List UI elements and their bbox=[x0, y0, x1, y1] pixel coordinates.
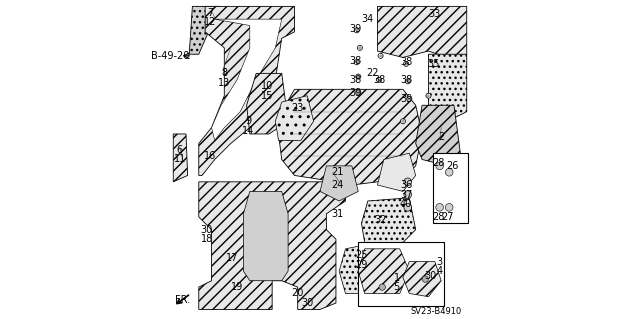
Text: 29: 29 bbox=[355, 260, 367, 270]
Text: 31: 31 bbox=[332, 209, 344, 219]
Text: 15: 15 bbox=[261, 91, 273, 101]
Text: FR.: FR. bbox=[175, 295, 190, 305]
Polygon shape bbox=[278, 89, 422, 185]
Text: 12: 12 bbox=[204, 17, 216, 27]
Circle shape bbox=[401, 119, 406, 124]
Circle shape bbox=[445, 168, 453, 176]
Text: 39: 39 bbox=[400, 94, 412, 104]
Polygon shape bbox=[358, 249, 410, 293]
Text: 32: 32 bbox=[374, 215, 387, 225]
Text: 27: 27 bbox=[442, 212, 454, 222]
Text: 9: 9 bbox=[245, 116, 252, 126]
Text: 17: 17 bbox=[226, 253, 239, 263]
Text: 38: 38 bbox=[349, 56, 361, 66]
Circle shape bbox=[356, 90, 361, 95]
Polygon shape bbox=[173, 134, 188, 182]
Text: 1: 1 bbox=[394, 272, 399, 283]
Text: 36: 36 bbox=[400, 180, 412, 190]
Text: 38: 38 bbox=[400, 57, 412, 67]
Text: 35: 35 bbox=[427, 59, 440, 69]
Text: 18: 18 bbox=[200, 234, 213, 244]
Polygon shape bbox=[339, 242, 384, 293]
Polygon shape bbox=[362, 198, 416, 242]
Polygon shape bbox=[199, 182, 346, 309]
Text: 33: 33 bbox=[429, 9, 441, 19]
Text: 26: 26 bbox=[446, 161, 459, 171]
Polygon shape bbox=[243, 191, 288, 281]
Text: 23: 23 bbox=[291, 103, 304, 114]
Polygon shape bbox=[378, 6, 467, 57]
Circle shape bbox=[404, 191, 412, 198]
Text: 24: 24 bbox=[332, 180, 344, 190]
Text: 5: 5 bbox=[394, 282, 400, 292]
Text: 7: 7 bbox=[207, 8, 213, 18]
Text: 22: 22 bbox=[366, 68, 379, 78]
Text: 37: 37 bbox=[400, 189, 412, 200]
Text: 40: 40 bbox=[400, 199, 412, 209]
Polygon shape bbox=[378, 153, 416, 191]
FancyBboxPatch shape bbox=[358, 242, 444, 306]
Text: 28: 28 bbox=[432, 212, 444, 222]
Polygon shape bbox=[320, 166, 358, 201]
Circle shape bbox=[376, 77, 381, 82]
Circle shape bbox=[404, 178, 412, 186]
Polygon shape bbox=[403, 262, 441, 297]
Polygon shape bbox=[246, 73, 288, 134]
Text: SV23-B4910: SV23-B4910 bbox=[411, 307, 462, 315]
Text: 38: 38 bbox=[349, 75, 361, 85]
Text: B-49-20: B-49-20 bbox=[151, 51, 189, 61]
Circle shape bbox=[354, 28, 359, 33]
Text: 39: 39 bbox=[349, 87, 361, 98]
Text: 21: 21 bbox=[332, 167, 344, 177]
Polygon shape bbox=[428, 54, 467, 121]
Circle shape bbox=[422, 276, 428, 282]
Text: 16: 16 bbox=[204, 151, 216, 161]
Text: 39: 39 bbox=[349, 24, 361, 34]
Circle shape bbox=[404, 204, 412, 211]
Text: 30: 30 bbox=[424, 271, 436, 281]
Circle shape bbox=[378, 53, 383, 58]
Text: 34: 34 bbox=[362, 14, 374, 24]
Text: 19: 19 bbox=[231, 282, 243, 292]
Text: 6: 6 bbox=[177, 145, 182, 155]
Circle shape bbox=[404, 61, 409, 66]
Circle shape bbox=[426, 93, 431, 98]
Text: 3: 3 bbox=[436, 256, 443, 267]
Circle shape bbox=[436, 162, 444, 170]
Text: 38: 38 bbox=[373, 75, 385, 85]
FancyBboxPatch shape bbox=[433, 153, 468, 223]
Circle shape bbox=[379, 284, 385, 290]
Polygon shape bbox=[189, 6, 220, 54]
Circle shape bbox=[436, 204, 444, 211]
Text: 4: 4 bbox=[436, 266, 443, 276]
Text: 13: 13 bbox=[218, 78, 230, 88]
Polygon shape bbox=[212, 19, 282, 140]
Text: 10: 10 bbox=[261, 81, 273, 91]
Text: 8: 8 bbox=[221, 68, 227, 78]
Text: 28: 28 bbox=[432, 158, 444, 168]
Circle shape bbox=[407, 96, 412, 101]
Polygon shape bbox=[416, 105, 460, 166]
Text: 20: 20 bbox=[291, 288, 304, 299]
Text: 2: 2 bbox=[438, 132, 444, 142]
Text: 38: 38 bbox=[400, 75, 412, 85]
Circle shape bbox=[357, 45, 362, 50]
Circle shape bbox=[405, 79, 410, 84]
Circle shape bbox=[356, 74, 361, 79]
Text: 14: 14 bbox=[242, 126, 254, 136]
Text: 30: 30 bbox=[200, 225, 213, 235]
Polygon shape bbox=[199, 6, 294, 175]
Text: 11: 11 bbox=[173, 154, 186, 165]
Text: 30: 30 bbox=[301, 298, 314, 308]
Polygon shape bbox=[275, 96, 314, 140]
Circle shape bbox=[445, 204, 453, 211]
Text: 25: 25 bbox=[355, 250, 368, 260]
Circle shape bbox=[354, 60, 359, 65]
